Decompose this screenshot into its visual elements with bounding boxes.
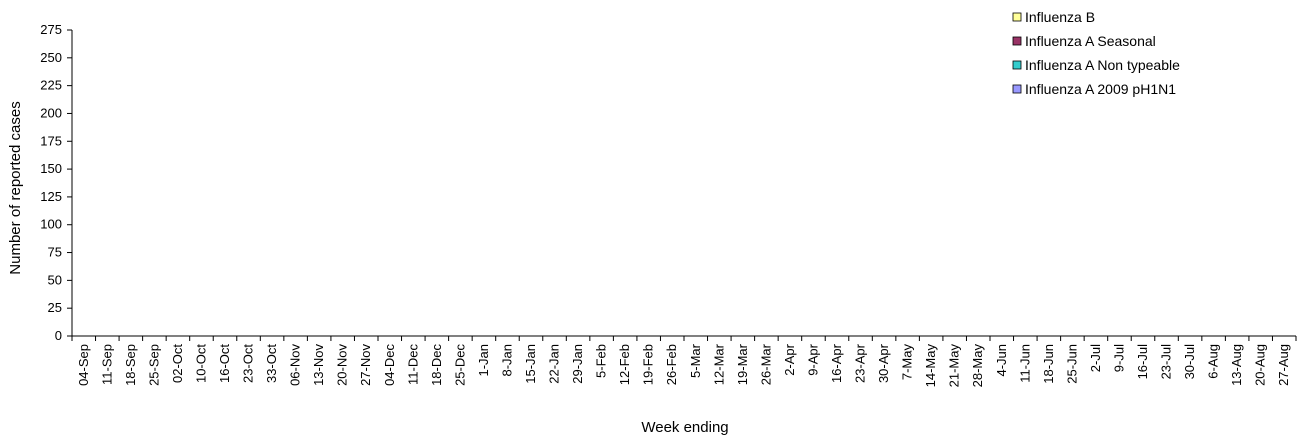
legend-label: Influenza A Non typeable xyxy=(1025,57,1180,73)
x-tick-label: 11-Jun xyxy=(1017,344,1032,383)
y-tick-label: 275 xyxy=(40,22,62,37)
y-tick-label: 200 xyxy=(40,105,62,120)
y-tick-label: 50 xyxy=(48,272,62,287)
y-axis-title: Number of reported cases xyxy=(7,101,24,274)
legend-swatch xyxy=(1012,60,1022,70)
x-tick-label: 11-Dec xyxy=(405,344,420,385)
x-tick-label: 18-Dec xyxy=(429,344,444,386)
x-tick-label: 22-Jan xyxy=(547,344,562,384)
x-tick-label: 23-Oct xyxy=(241,344,256,383)
x-tick-label: 14-May xyxy=(923,344,938,388)
legend-swatch xyxy=(1012,12,1022,22)
x-tick-label: 19-Feb xyxy=(641,344,656,385)
x-tick-label: 23-Apr xyxy=(853,343,868,383)
x-tick-label: 26-Feb xyxy=(664,344,679,385)
legend-swatch xyxy=(1012,84,1022,94)
x-tick-label: 30-Apr xyxy=(876,343,891,383)
x-tick-label: 33-Oct xyxy=(264,344,279,383)
x-tick-label: 16-Apr xyxy=(829,343,844,383)
x-tick-label: 25-Dec xyxy=(452,344,467,386)
x-tick-label: 30-Jul xyxy=(1182,344,1197,380)
x-tick-label: 28-May xyxy=(970,344,985,388)
x-tick-label: 20-Nov xyxy=(335,344,350,386)
x-tick-label: 04-Dec xyxy=(382,344,397,386)
x-tick-label: 13-Nov xyxy=(311,344,326,386)
y-tick-label: 0 xyxy=(55,328,62,343)
legend-label: Influenza B xyxy=(1025,9,1095,25)
x-tick-label: 1-Jan xyxy=(476,344,491,377)
y-tick-label: 225 xyxy=(40,78,62,93)
legend-label: Influenza A 2009 pH1N1 xyxy=(1025,81,1176,97)
x-tick-label: 25-Jun xyxy=(1064,344,1079,384)
y-tick-label: 175 xyxy=(40,133,62,148)
legend-label: Influenza A Seasonal xyxy=(1025,33,1156,49)
y-tick-label: 150 xyxy=(40,161,62,176)
x-tick-label: 7-May xyxy=(900,344,915,381)
x-tick-label: 16-Oct xyxy=(217,344,232,383)
x-tick-label: 10-Oct xyxy=(193,344,208,383)
x-tick-label: 25-Sep xyxy=(146,344,161,386)
x-tick-label: 9-Jul xyxy=(1111,344,1126,372)
x-tick-label: 11-Sep xyxy=(99,344,114,385)
x-tick-label: 20-Aug xyxy=(1253,344,1268,386)
x-tick-label: 06-Nov xyxy=(288,344,303,386)
x-tick-label: 21-May xyxy=(947,344,962,388)
y-axis: 0 25 50 75 100 125 150 175 200 225 250 275 xyxy=(40,22,73,343)
x-tick-label: 8-Jan xyxy=(499,344,514,377)
y-tick-label: 125 xyxy=(40,189,62,204)
x-tick-label: 26-Mar xyxy=(758,343,773,385)
x-tick-label: 19-Mar xyxy=(735,343,750,385)
x-tick-label: 15-Jan xyxy=(523,344,538,384)
y-tick-label: 250 xyxy=(40,50,62,65)
y-tick-label: 100 xyxy=(40,217,62,232)
x-tick-label: 02-Oct xyxy=(170,344,185,383)
x-tick-label: 16-Jul xyxy=(1135,344,1150,380)
legend-swatch xyxy=(1012,36,1022,46)
x-axis-title: Week ending xyxy=(641,419,728,436)
x-axis: 04-Sep 11-Sep 18-Sep 25-Sep 02-Oct 10-Oct 16-O… xyxy=(71,335,1297,388)
x-tick-label: 18-Jun xyxy=(1041,344,1056,384)
x-tick-label: 9-Apr xyxy=(805,343,820,375)
x-tick-label: 04-Sep xyxy=(76,344,91,386)
x-tick-label: 29-Jan xyxy=(570,344,585,384)
x-tick-label: 12-Mar xyxy=(711,343,726,385)
x-tick-label: 27-Aug xyxy=(1276,344,1291,386)
x-tick-label: 2-Jul xyxy=(1088,344,1103,372)
x-tick-label: 6-Aug xyxy=(1206,344,1221,379)
x-tick-label: 5-Mar xyxy=(688,343,703,378)
x-tick-label: 18-Sep xyxy=(123,344,138,386)
x-tick-label: 13-Aug xyxy=(1229,344,1244,386)
x-tick-label: 4-Jun xyxy=(994,344,1009,377)
x-tick-label: 23-Jul xyxy=(1159,344,1174,380)
x-tick-label: 2-Apr xyxy=(782,343,797,375)
y-tick-label: 75 xyxy=(48,245,62,260)
y-tick-label: 25 xyxy=(48,300,62,315)
x-tick-label: 27-Nov xyxy=(358,344,373,386)
x-tick-label: 5-Feb xyxy=(594,344,609,378)
x-tick-label: 12-Feb xyxy=(617,344,632,385)
legend: Influenza B Influenza A Seasonal Influenza… xyxy=(1012,9,1180,97)
